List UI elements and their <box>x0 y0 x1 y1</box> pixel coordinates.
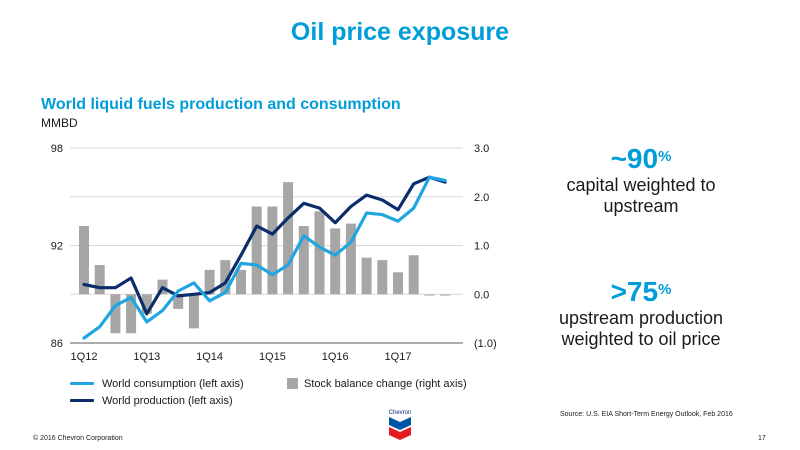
logo-chevron-bottom <box>389 427 411 440</box>
stock-bar <box>267 206 278 295</box>
stock-bar <box>361 257 372 295</box>
x-tick-label: 1Q16 <box>322 351 349 363</box>
legend-label-production: World production (left axis) <box>102 394 233 407</box>
stat-description: upstream production weighted to oil pric… <box>558 308 724 349</box>
stock-bar <box>345 223 356 295</box>
stock-bar <box>79 226 89 295</box>
chevron-logo: Chevron <box>389 410 412 440</box>
chart-unit-label: MMBD <box>41 116 78 130</box>
legend-swatch-stock <box>287 378 298 389</box>
stock-bar <box>393 272 403 295</box>
stat-description: capital weighted to upstream <box>566 175 716 216</box>
stock-bar <box>220 260 231 295</box>
x-tick-label: 1Q12 <box>71 351 98 363</box>
chart-legend-right: Stock balance change (right axis) <box>287 375 467 392</box>
legend-entry-stock: Stock balance change (right axis) <box>287 375 467 392</box>
stock-bar <box>141 294 152 314</box>
y-right-tick-label: 3.0 <box>474 143 489 155</box>
stock-bar <box>173 294 184 309</box>
stock-bar <box>188 294 199 329</box>
chart-title: World liquid fuels production and consum… <box>41 96 401 113</box>
stock-bar <box>377 260 388 295</box>
legend-label-consumption: World consumption (left axis) <box>102 377 244 390</box>
x-tick-label: 1Q14 <box>196 351 223 363</box>
chart-legend: World consumption (left axis) World prod… <box>70 375 244 409</box>
consumption-line <box>82 175 447 340</box>
y-left-tick-label: 86 <box>51 338 63 350</box>
x-tick-label: 1Q15 <box>259 351 286 363</box>
y-left-tick-label: 92 <box>51 241 63 253</box>
stat-value: >75% <box>610 276 672 307</box>
stock-bar <box>110 294 121 334</box>
stat-capital-upstream: ~90% capital weighted to upstream <box>531 143 751 217</box>
legend-label-stock: Stock balance change (right axis) <box>304 377 467 390</box>
stock-bar <box>330 228 341 295</box>
page-number: 17 <box>758 435 766 442</box>
page-title: Oil price exposure <box>290 18 510 46</box>
stock-bar <box>424 294 435 296</box>
stock-bar <box>298 226 309 295</box>
logo-chevron-top <box>389 417 411 430</box>
copyright: © 2016 Chevron Corporation <box>33 435 123 442</box>
y-right-tick-label: 0.0 <box>474 289 489 301</box>
y-right-tick-label: 2.0 <box>474 192 489 204</box>
production-line <box>82 175 447 316</box>
x-tick-label: 1Q17 <box>385 351 412 363</box>
stock-bar <box>126 294 137 334</box>
logo-wordmark: Chevron <box>389 410 412 416</box>
stock-bar <box>440 294 451 296</box>
legend-entry-consumption: World consumption (left axis) <box>70 375 244 392</box>
stat-production-oil-price: >75% upstream production weighted to oil… <box>531 276 751 350</box>
y-left-tick-label: 98 <box>51 143 63 155</box>
stock-bar <box>314 211 325 295</box>
legend-entry-production: World production (left axis) <box>70 392 244 409</box>
stock-bar <box>408 255 419 295</box>
y-right-tick-label: (1.0) <box>474 338 497 350</box>
y-right-tick-label: 1.0 <box>474 241 489 253</box>
stock-bar <box>236 269 246 295</box>
stock-bar <box>251 206 262 295</box>
source-note: Source: U.S. EIA Short-Term Energy Outlo… <box>560 411 733 418</box>
stat-value: ~90% <box>610 143 672 174</box>
legend-swatch-consumption <box>70 382 94 385</box>
legend-swatch-production <box>70 399 94 402</box>
stock-bar <box>283 182 294 295</box>
stock-bar <box>204 269 215 295</box>
x-tick-label: 1Q13 <box>133 351 160 363</box>
stock-bar <box>94 265 105 295</box>
